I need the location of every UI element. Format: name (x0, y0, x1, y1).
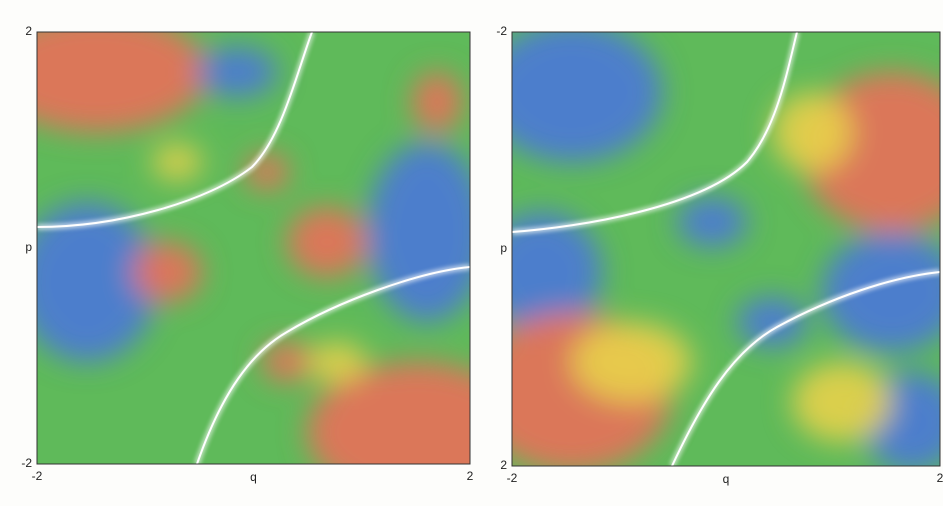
region (152, 144, 202, 180)
plot-area (37, 32, 470, 464)
region (245, 154, 289, 190)
region (287, 207, 367, 277)
region (37, 32, 207, 132)
region (572, 322, 692, 402)
region (307, 342, 367, 382)
manifold (512, 32, 798, 233)
y-tick-label: -2 (21, 456, 32, 470)
region (772, 92, 852, 172)
y-axis-label: p (500, 241, 507, 255)
y-tick-label: 2 (500, 458, 507, 472)
region (737, 297, 807, 347)
frame (36, 31, 471, 465)
x-tick-label: -2 (32, 469, 43, 483)
region (822, 232, 940, 352)
y-tick-label: -2 (496, 24, 507, 38)
x-tick-label: 2 (937, 471, 943, 485)
region (132, 242, 202, 302)
region (677, 197, 747, 247)
x-tick-label: -2 (507, 471, 518, 485)
manifold (196, 266, 470, 464)
y-axis-label: p (25, 240, 32, 254)
region (197, 47, 277, 97)
region (512, 32, 662, 162)
region (262, 342, 312, 382)
region (792, 362, 892, 442)
region (512, 212, 602, 332)
color-regions (37, 32, 470, 464)
region (367, 142, 470, 322)
manifold (671, 271, 940, 466)
x-axis-label: q (723, 472, 730, 486)
region (412, 72, 462, 132)
panel: -2 22-2qp (496, 24, 943, 486)
manifold (37, 32, 313, 228)
region (37, 202, 157, 362)
x-axis-label: q (250, 470, 257, 484)
color-regions (512, 32, 940, 466)
frame (511, 31, 941, 467)
panel: -2 2 -2 2 q p (21, 24, 474, 484)
x-tick-label: 2 (467, 469, 474, 483)
y-tick-label: 2 (25, 24, 32, 38)
region (307, 362, 470, 464)
plot-area (512, 32, 940, 466)
